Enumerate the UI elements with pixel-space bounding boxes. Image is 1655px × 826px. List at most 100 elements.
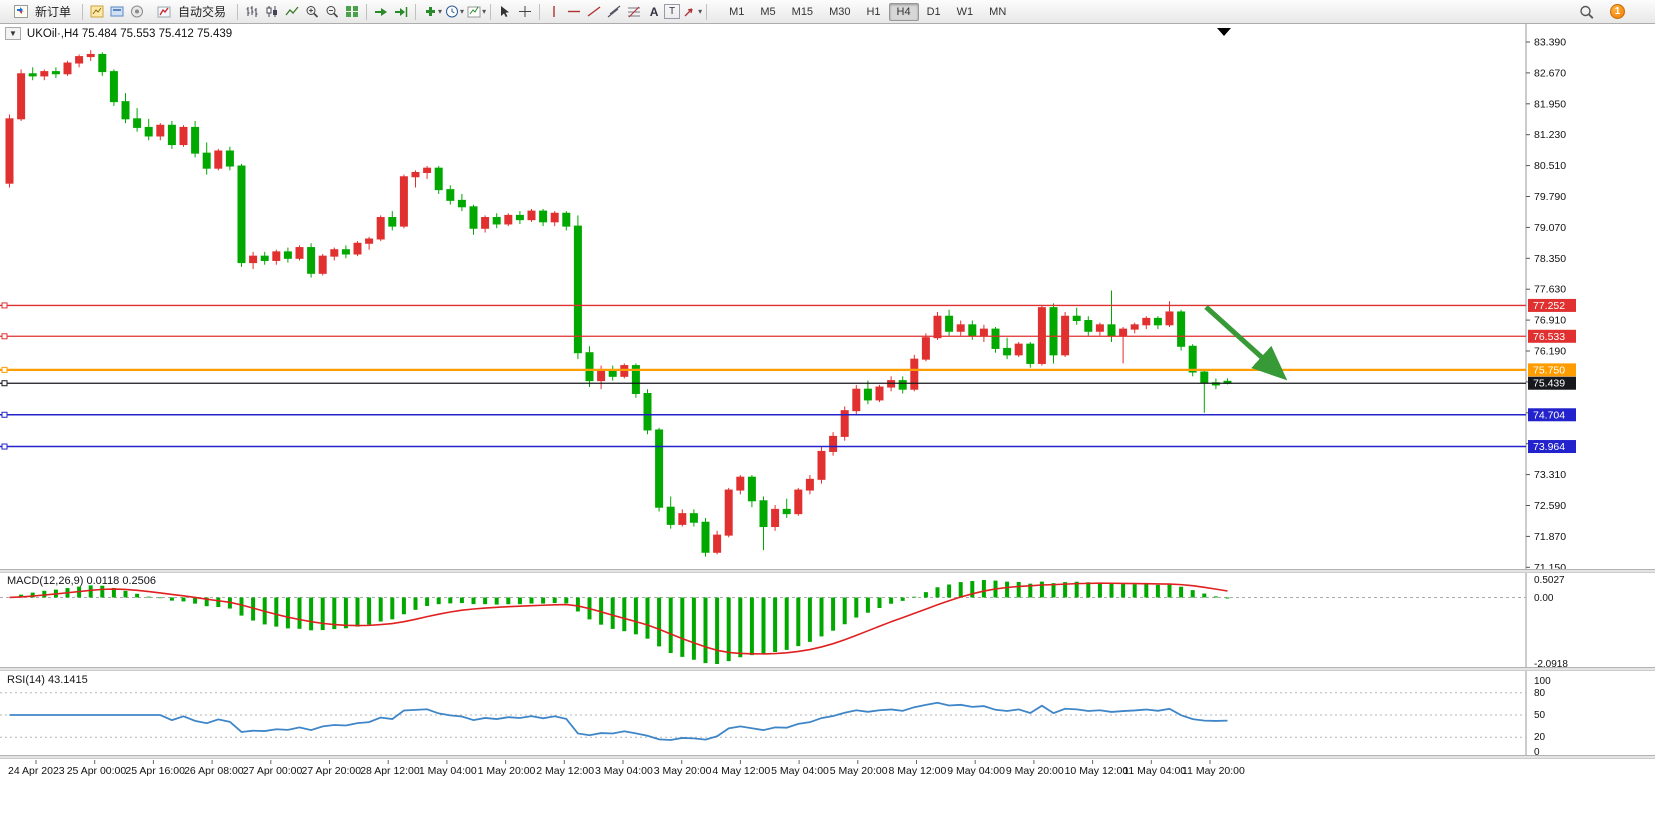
candle-body xyxy=(631,365,640,394)
candle-body xyxy=(562,212,571,227)
candle-body xyxy=(875,386,884,401)
timeframe-button-h1[interactable]: H1 xyxy=(866,5,881,18)
price-tag xyxy=(1528,408,1576,422)
horizontal-line-icon[interactable] xyxy=(564,2,584,21)
candle-body xyxy=(1177,311,1186,347)
cursor-icon[interactable] xyxy=(495,2,515,21)
new-chart-icon[interactable] xyxy=(87,2,107,21)
tile-windows-icon[interactable] xyxy=(342,2,362,21)
price-axis-label: 83.390 xyxy=(1534,37,1566,49)
timeframe-button-h4[interactable]: H4 xyxy=(888,2,919,21)
time-axis-label: 3 May 20:00 xyxy=(654,765,712,777)
new-chart-dropdown-icon[interactable] xyxy=(420,2,440,21)
timeframe-button-d1[interactable]: D1 xyxy=(926,5,941,18)
pane-splitter-rsi[interactable] xyxy=(0,667,1655,671)
candle-body xyxy=(237,165,246,264)
rsi-axis-label: 50 xyxy=(1534,710,1546,721)
line-handle[interactable] xyxy=(1,443,8,450)
candle-body xyxy=(469,206,478,229)
candle-body xyxy=(829,435,838,452)
candle-body xyxy=(655,429,664,508)
timeframe-button-m5[interactable]: M5 xyxy=(760,5,776,18)
toolbar-separator xyxy=(415,3,417,20)
candle-body xyxy=(1026,343,1035,364)
chevron-down-icon[interactable]: ▾ xyxy=(438,7,443,16)
timeframe-button-mn[interactable]: MN xyxy=(989,5,1007,18)
arrows-tool-icon[interactable] xyxy=(680,2,700,21)
line-handle[interactable] xyxy=(1,366,8,373)
candle-body xyxy=(1049,307,1058,356)
crosshair-icon[interactable] xyxy=(515,2,535,21)
toolbar-right-group: 1 xyxy=(1576,2,1651,21)
community-icon[interactable] xyxy=(127,2,147,21)
vertical-line-icon[interactable] xyxy=(544,2,564,21)
periods-clock-icon[interactable] xyxy=(442,2,462,21)
chart-window: 83.390 82.670 81.950 81.230 80.510 79.790 79.0… xyxy=(0,24,1655,826)
trendline-icon[interactable] xyxy=(584,2,604,21)
candle-body xyxy=(863,388,872,401)
timeframe-button-m15[interactable]: M15 xyxy=(791,5,814,18)
search-icon[interactable] xyxy=(1576,2,1596,21)
candle-body xyxy=(365,238,374,244)
candle-body xyxy=(1095,324,1104,332)
line-handle[interactable] xyxy=(1,333,8,340)
time-axis-label: 5 May 20:00 xyxy=(830,765,888,777)
candle-body xyxy=(771,508,780,528)
candle-body xyxy=(295,247,304,259)
candle-body xyxy=(109,71,118,103)
line-handle[interactable] xyxy=(1,380,8,387)
time-axis-label: 2 May 12:00 xyxy=(536,765,594,777)
one-click-trading-toggle[interactable]: ▼ xyxy=(5,27,21,40)
candle-body xyxy=(910,358,919,390)
fibonacci-icon[interactable] xyxy=(624,2,644,21)
candle-body xyxy=(956,324,965,332)
candle-body xyxy=(179,126,188,146)
chart-shift-icon[interactable] xyxy=(391,2,411,21)
candle-body xyxy=(481,217,490,229)
timeframe-button-m30[interactable]: M30 xyxy=(829,5,851,18)
candle-body xyxy=(794,489,803,515)
current-bar-marker xyxy=(1217,28,1231,36)
candle-body xyxy=(968,324,977,337)
macd-signal-line xyxy=(9,582,1228,655)
notification-badge[interactable]: 1 xyxy=(1610,4,1625,19)
annotation-arrow[interactable] xyxy=(1204,305,1288,381)
toolbar-separator xyxy=(539,3,541,20)
price-axis-label: 72.590 xyxy=(1534,500,1566,512)
candlestick-chart-icon[interactable] xyxy=(262,2,282,21)
time-axis-label: 4 May 12:00 xyxy=(712,765,770,777)
time-axis-label: 10 May 12:00 xyxy=(1065,765,1129,777)
time-axis-label: 28 Apr 12:00 xyxy=(360,765,420,777)
chevron-down-icon[interactable]: ▾ xyxy=(698,7,703,16)
line-handle[interactable] xyxy=(1,411,8,418)
new-order-button[interactable]: 新订单 xyxy=(4,2,78,22)
rsi-axis-label: 100 xyxy=(1534,676,1551,687)
line-chart-icon[interactable] xyxy=(282,2,302,21)
text-label-icon[interactable]: T xyxy=(664,4,681,19)
profiles-icon[interactable] xyxy=(107,2,127,21)
chevron-down-icon[interactable]: ▾ xyxy=(482,7,487,16)
candle-body xyxy=(121,101,130,120)
time-axis-label: 9 May 04:00 xyxy=(947,765,1005,777)
pane-splitter-macd[interactable] xyxy=(0,569,1655,573)
zoom-out-icon[interactable] xyxy=(322,2,342,21)
auto-trading-button[interactable]: 自动交易 xyxy=(147,2,233,22)
time-axis-label: 1 May 20:00 xyxy=(478,765,536,777)
auto-scroll-icon[interactable] xyxy=(371,2,391,21)
bar-chart-icon[interactable] xyxy=(242,2,262,21)
price-axis-label: 76.190 xyxy=(1534,346,1566,358)
timeframe-button-m1[interactable]: M1 xyxy=(729,5,745,18)
timeframe-button-w1[interactable]: W1 xyxy=(956,5,974,18)
equidistant-channel-icon[interactable] xyxy=(604,2,624,21)
candle-body xyxy=(1165,311,1174,326)
line-handle[interactable] xyxy=(1,302,8,309)
chevron-down-icon[interactable]: ▾ xyxy=(460,7,465,16)
candle-body xyxy=(75,56,84,64)
pane-splitter-timeaxis[interactable] xyxy=(0,755,1655,759)
time-axis-label: 25 Apr 16:00 xyxy=(125,765,185,777)
zoom-in-icon[interactable] xyxy=(302,2,322,21)
indicators-list-icon[interactable] xyxy=(464,2,484,21)
chart-canvas[interactable]: 83.390 82.670 81.950 81.230 80.510 79.790 79.0… xyxy=(0,24,1655,826)
text-icon[interactable]: A xyxy=(649,4,659,19)
rsi-line xyxy=(9,701,1228,741)
